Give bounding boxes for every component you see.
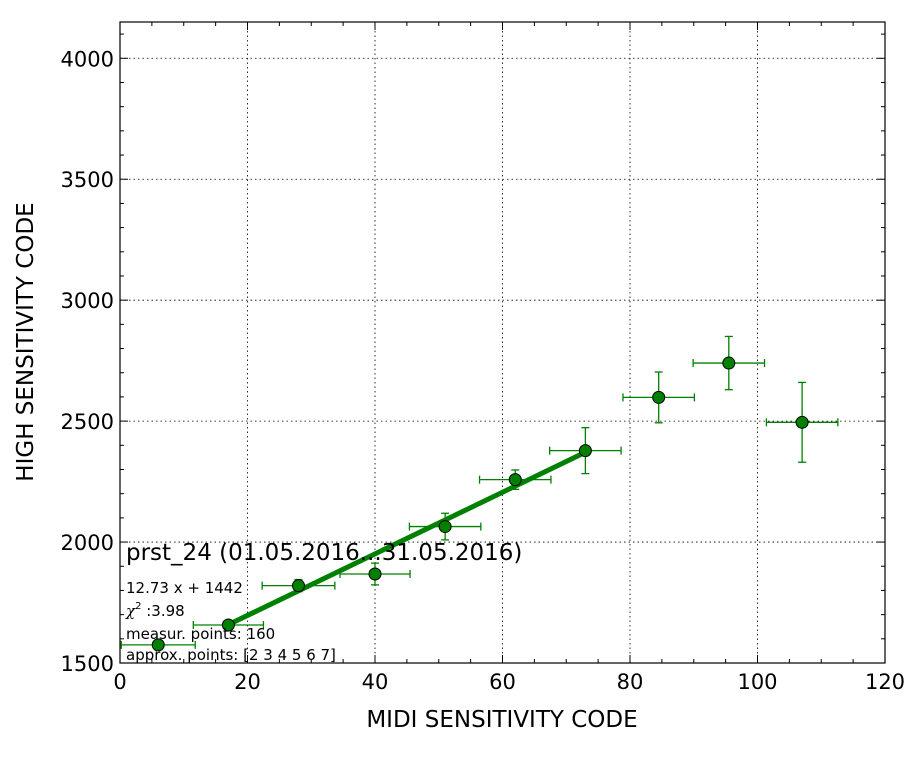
x-tick-label: 20	[234, 670, 261, 694]
annotation-approx: approx. points: [2 3 4 5 6 7]	[126, 646, 336, 664]
x-tick-label: 80	[617, 670, 644, 694]
data-point	[261, 578, 336, 593]
data-point	[478, 469, 552, 490]
data-marker	[151, 638, 165, 652]
x-tick-label: 120	[865, 670, 905, 694]
data-marker	[292, 579, 305, 593]
data-marker	[652, 390, 666, 404]
fit-line	[227, 449, 587, 627]
data-marker	[795, 415, 809, 429]
y-tick-label: 3000	[61, 289, 114, 313]
data-marker	[368, 567, 382, 581]
y-tick-label: 2000	[61, 531, 114, 555]
x-tick-label: 40	[362, 670, 389, 694]
x-tick-label: 0	[113, 670, 126, 694]
annotation-chi: χ2 :3.98	[125, 601, 185, 620]
data-point	[339, 562, 411, 586]
y-tick-label: 1500	[61, 652, 114, 676]
grid	[119, 22, 886, 664]
data-point	[120, 638, 196, 652]
data-point	[765, 381, 839, 463]
chi-exponent: 2	[135, 601, 141, 612]
x-tick-label: 60	[489, 670, 516, 694]
chi-symbol: χ	[125, 602, 136, 620]
data-marker	[508, 473, 522, 487]
data-point	[408, 512, 482, 541]
annotation-equation: 12.73 x + 1442	[126, 579, 243, 597]
annotation-title: prst_24 (01.05.2016...31.05.2016)	[126, 540, 522, 566]
fit-line-group	[227, 449, 587, 627]
data-point	[192, 618, 265, 632]
data-marker	[578, 444, 592, 458]
data-marker	[438, 520, 452, 534]
data-point	[549, 426, 622, 475]
tick-labels: 0 20 40 60 80 100 120 1500 2000 2500 3000 3500 4000	[61, 47, 906, 694]
chi-value: :3.98	[141, 602, 184, 620]
x-tick-label: 100	[737, 670, 777, 694]
plot-frame	[119, 21, 886, 664]
y-axis-title: HIGH SENSITIVITY CODE	[13, 202, 39, 481]
y-tick-label: 3500	[61, 168, 114, 192]
data-point	[692, 335, 766, 391]
y-tick-label: 4000	[61, 47, 114, 71]
data-point	[622, 371, 696, 424]
annotation-measur: measur. points: 160	[126, 625, 275, 643]
y-tick-label: 2500	[61, 410, 114, 434]
x-axis-title: MIDI SENSITIVITY CODE	[366, 707, 637, 733]
ticks	[119, 22, 886, 664]
data-points	[120, 335, 839, 652]
data-marker	[221, 618, 235, 632]
data-marker	[722, 356, 736, 370]
